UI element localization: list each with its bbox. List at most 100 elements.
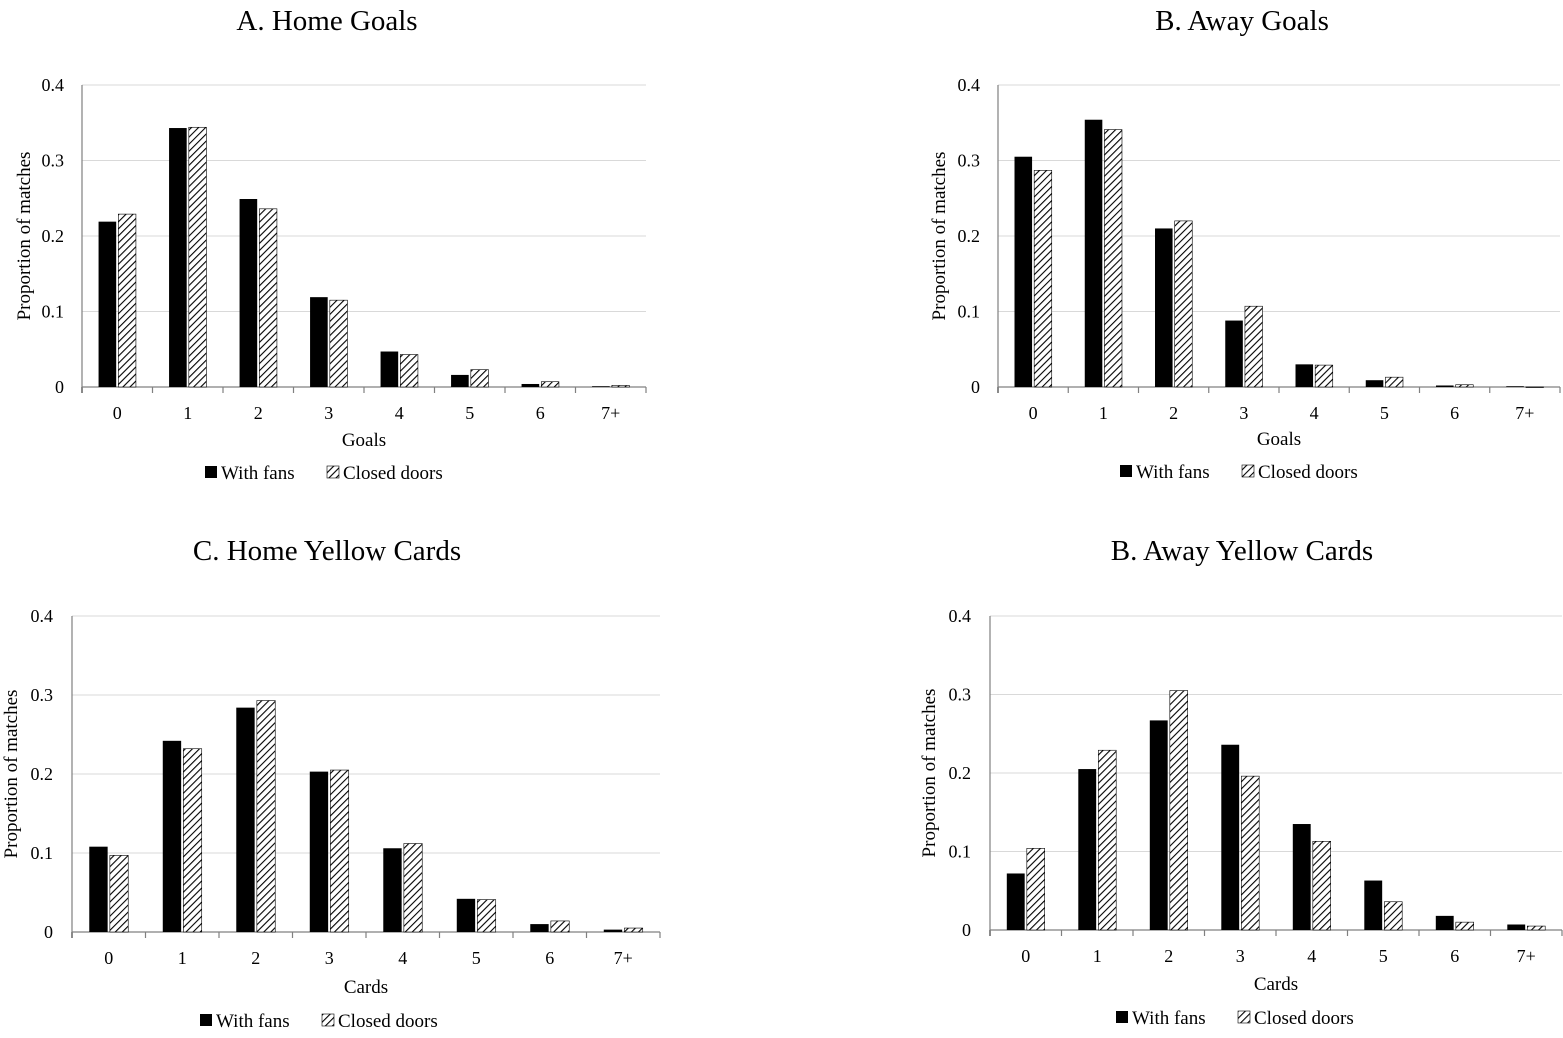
bar-with-fans bbox=[309, 771, 329, 932]
y-axis-label: Proportion of matches bbox=[14, 152, 35, 321]
bar-closed-doors bbox=[1527, 925, 1546, 931]
x-tick-label: 2 bbox=[1169, 403, 1178, 423]
y-tick-label: 0.1 bbox=[949, 842, 972, 862]
x-tick-label: 7+ bbox=[614, 948, 633, 968]
y-tick-label: 0.1 bbox=[31, 843, 54, 863]
x-tick-label: 7+ bbox=[1515, 403, 1534, 423]
bar-closed-doors bbox=[1384, 901, 1403, 931]
bar-closed-doors bbox=[1241, 775, 1260, 931]
x-tick-label: 2 bbox=[251, 948, 260, 968]
y-axis-label: Proportion of matches bbox=[1, 690, 22, 859]
x-tick-label: 5 bbox=[1379, 946, 1388, 966]
x-tick-label: 1 bbox=[1099, 403, 1108, 423]
y-tick-label: 0 bbox=[44, 922, 53, 942]
chart-panel-3: C. Home Yellow Cards 0 0.1 0.2 0.3 0.4 0 1 2 3 4 5 6… bbox=[1, 535, 661, 1032]
bar-with-fans bbox=[603, 929, 623, 932]
bar-closed-doors bbox=[624, 927, 644, 933]
chart-panel-4: B. Away Yellow Cards 0 0.1 0.2 0.3 0.4 0 1 2 3 4 5 6… bbox=[919, 535, 1563, 1029]
bar-closed-doors bbox=[183, 748, 203, 933]
bar-closed-doors bbox=[1244, 305, 1263, 388]
y-axis-label: Proportion of matches bbox=[929, 152, 950, 321]
chart-title: B. Away Goals bbox=[1155, 5, 1329, 37]
y-tick-label: 0 bbox=[55, 377, 64, 397]
bar-closed-doors bbox=[118, 213, 137, 388]
x-tick-label: 1 bbox=[1093, 946, 1102, 966]
x-tick-label: 6 bbox=[545, 948, 554, 968]
bar-closed-doors bbox=[1169, 690, 1188, 931]
x-tick-label: 2 bbox=[1164, 946, 1173, 966]
x-tick-label: 3 bbox=[325, 948, 334, 968]
chart-panel-1: A. Home Goals 0 0.1 0.2 0.3 0.4 0 1 2 3 4 5 6 7+ Goals… bbox=[14, 5, 647, 484]
bar-with-fans bbox=[1006, 873, 1025, 930]
x-axis-label: Cards bbox=[344, 977, 388, 998]
x-tick-label: 7+ bbox=[1517, 946, 1536, 966]
bar-closed-doors bbox=[1033, 170, 1053, 388]
bar-closed-doors bbox=[109, 855, 129, 933]
bar-with-fans bbox=[1364, 880, 1383, 930]
bar-closed-doors bbox=[330, 769, 350, 933]
y-tick-label: 0.3 bbox=[42, 151, 65, 171]
bar-closed-doors bbox=[1174, 220, 1193, 388]
bar-closed-doors bbox=[1385, 376, 1404, 388]
x-tick-label: 1 bbox=[183, 403, 192, 423]
x-tick-label: 0 bbox=[1029, 403, 1038, 423]
bar-with-fans bbox=[1084, 119, 1103, 387]
y-tick-label: 0.3 bbox=[949, 685, 972, 705]
bar-closed-doors bbox=[400, 354, 419, 388]
x-tick-label: 5 bbox=[1380, 403, 1389, 423]
y-tick-label: 0.1 bbox=[42, 302, 65, 322]
legend-label-closed-doors: Closed doors bbox=[338, 1011, 438, 1032]
legend-swatch-closed-doors bbox=[321, 1013, 335, 1027]
legend-label-with-fans: With fans bbox=[1136, 462, 1210, 483]
bar-closed-doors bbox=[1026, 848, 1045, 931]
y-tick-label: 0.3 bbox=[958, 151, 981, 171]
bar-with-fans bbox=[1506, 386, 1524, 387]
bar-with-fans bbox=[1078, 769, 1097, 930]
bar-closed-doors bbox=[1314, 364, 1334, 388]
bar-with-fans bbox=[1155, 228, 1173, 387]
legend-label-closed-doors: Closed doors bbox=[343, 463, 443, 484]
legend: With fans Closed doors bbox=[205, 463, 443, 484]
x-axis-label: Goals bbox=[342, 430, 386, 451]
legend: With fans Closed doors bbox=[1120, 462, 1358, 483]
bar-closed-doors bbox=[329, 299, 348, 388]
bar-with-fans bbox=[1436, 385, 1454, 387]
x-axis-label: Goals bbox=[1257, 429, 1301, 450]
x-tick-label: 1 bbox=[178, 948, 187, 968]
x-tick-label: 0 bbox=[113, 403, 122, 423]
bar-with-fans bbox=[456, 898, 476, 932]
bar-with-fans bbox=[1225, 320, 1243, 387]
x-tick-label: 4 bbox=[395, 403, 404, 423]
bar-with-fans bbox=[592, 386, 610, 387]
x-tick-label: 6 bbox=[536, 403, 545, 423]
bar-with-fans bbox=[1149, 720, 1168, 930]
bar-with-fans bbox=[380, 351, 399, 387]
legend: With fans Closed doors bbox=[200, 1011, 438, 1032]
legend-swatch-with-fans bbox=[205, 466, 217, 478]
bar-with-fans bbox=[1435, 915, 1454, 930]
bar-with-fans bbox=[239, 199, 258, 387]
y-tick-label: 0.1 bbox=[958, 302, 981, 322]
legend-swatch-with-fans bbox=[200, 1014, 212, 1026]
legend-label-closed-doors: Closed doors bbox=[1254, 1008, 1354, 1029]
bar-closed-doors bbox=[1455, 384, 1474, 388]
bar-with-fans bbox=[521, 383, 540, 387]
legend-swatch-with-fans bbox=[1120, 465, 1132, 477]
y-tick-label: 0 bbox=[962, 920, 971, 940]
bar-closed-doors bbox=[403, 843, 423, 933]
x-tick-label: 3 bbox=[324, 403, 333, 423]
bar-closed-doors bbox=[188, 126, 207, 388]
x-tick-label: 3 bbox=[1236, 946, 1245, 966]
legend-swatch-closed-doors bbox=[1241, 464, 1255, 478]
bar-with-fans bbox=[98, 221, 117, 387]
bar-with-fans bbox=[530, 924, 549, 932]
bar-closed-doors bbox=[1525, 386, 1544, 388]
bar-with-fans bbox=[1221, 744, 1240, 930]
legend-swatch-with-fans bbox=[1116, 1011, 1128, 1023]
x-tick-label: 6 bbox=[1450, 403, 1459, 423]
bar-closed-doors bbox=[1098, 749, 1117, 931]
x-tick-label: 5 bbox=[472, 948, 481, 968]
bar-with-fans bbox=[1014, 156, 1033, 387]
y-tick-label: 0.4 bbox=[958, 75, 981, 95]
